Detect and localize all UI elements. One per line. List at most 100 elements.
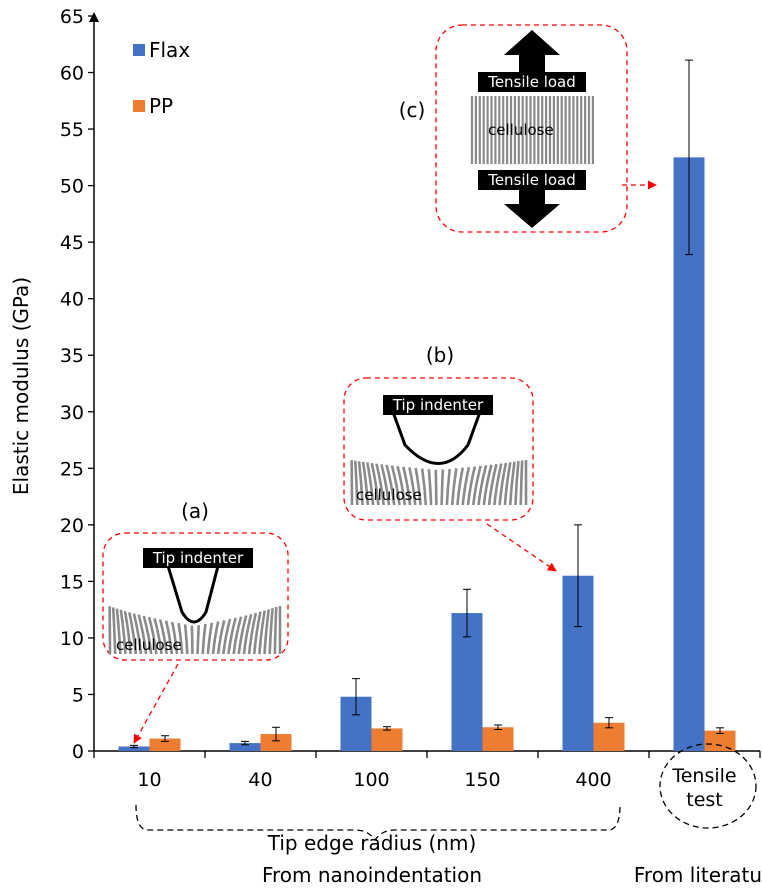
annotation-a-label: (a) (181, 499, 209, 523)
y-tick-label: 50 (60, 176, 84, 198)
fiber-line (390, 465, 401, 506)
annotation-c-material-label: cellulose (488, 121, 554, 139)
fiber-line (196, 625, 201, 655)
tensile-test-ellipse (659, 743, 757, 829)
annotation-b-indenter-tip (391, 411, 482, 465)
fiber-line (519, 460, 524, 506)
fiber-line (211, 621, 220, 655)
fiber-line (123, 610, 132, 655)
x-tick-label: 400 (575, 769, 611, 791)
legend-swatch-pp (133, 100, 145, 112)
bars (118, 157, 736, 751)
annotation-a: (a) Tip indenter cellulose (102, 499, 289, 744)
fiber-line (440, 469, 445, 506)
annotation-a-material-label: cellulose (116, 636, 182, 654)
legend-swatch-flax (133, 44, 145, 56)
annotation-a-indenter-box (143, 548, 253, 568)
annotation-c: (c) Tensile load cellulose Tensile load (399, 24, 657, 233)
y-tick-label: 35 (60, 345, 84, 367)
fiber-line (201, 623, 207, 655)
x-axis-title: Tip edge radius (nm) (267, 831, 477, 855)
bar-pp-1 (260, 734, 292, 751)
fiber-line (456, 467, 465, 506)
fiber-line (183, 624, 189, 655)
y-tick-label: 0 (72, 741, 84, 763)
fiber-line (466, 466, 477, 506)
fiber-line (353, 460, 359, 506)
fiber-line (137, 614, 148, 655)
annotation-b-indenter-box (383, 395, 493, 415)
fiber-line (247, 612, 258, 655)
fiber-line (498, 462, 508, 506)
annotation-b-cellulose-fibers (350, 460, 528, 506)
bar-flax-0 (118, 746, 150, 751)
annotation-b-material-label: cellulose (356, 486, 422, 504)
fiber-line (482, 464, 493, 506)
fiber-line (164, 620, 174, 655)
fiber-line (190, 625, 194, 655)
annotation-b-pointer (486, 523, 557, 572)
annotation-c-cellulose-fibers (470, 96, 595, 164)
fiber-line (375, 463, 385, 506)
y-tick-label: 30 (60, 402, 84, 424)
fiber-line (268, 608, 274, 655)
error-bars (130, 59, 724, 749)
fiber-line (396, 465, 407, 506)
fiber-line (402, 466, 412, 506)
fiber-line (273, 606, 278, 655)
y-tick-label: 25 (60, 458, 84, 480)
legend: Flax PP (133, 38, 190, 118)
y-tick-label: 40 (60, 289, 84, 311)
x-ticks: 10 40 100 150 400 Tensile test (93, 751, 761, 811)
annotation-b-label: (b) (426, 343, 454, 367)
fiber-line (119, 609, 127, 655)
fiber-line (232, 616, 243, 655)
fiber-line (503, 462, 512, 506)
fiber-line (115, 608, 122, 655)
y-tick-label: 20 (60, 515, 84, 537)
fiber-line (216, 619, 226, 655)
x-tick-label: 150 (464, 769, 500, 791)
fiber-line (385, 464, 396, 506)
fiber-line (370, 462, 380, 506)
y-tick-label: 65 (60, 6, 84, 28)
fiber-line (366, 462, 375, 506)
annotation-a-pointer (133, 663, 179, 744)
annotation-c-label: (c) (399, 98, 426, 122)
fiber-line (427, 469, 433, 506)
y-ticks: 0 5 10 15 20 25 30 35 40 45 50 55 60 65 (60, 6, 94, 763)
annotation-a-indenter-tip (166, 565, 220, 624)
annotation-c-load-bottom-box (478, 170, 586, 190)
fiber-line (508, 461, 516, 506)
fiber-line (461, 466, 471, 506)
fiber-line (263, 609, 271, 655)
annotation-c-frame (435, 24, 628, 233)
bar-pp-5 (704, 730, 736, 751)
annotation-c-load-top-label: Tensile load (487, 73, 576, 91)
fiber-line (420, 468, 428, 506)
y-tick-label: 10 (60, 628, 84, 650)
y-tick-label: 15 (60, 571, 84, 593)
fiber-line (111, 607, 117, 655)
bar-pp-2 (371, 728, 403, 751)
legend-label-flax: Flax (149, 38, 190, 62)
fiber-line (487, 463, 498, 506)
fiber-line (380, 464, 391, 506)
annotation-a-frame (102, 532, 289, 661)
nanoindentation-bracket (135, 804, 621, 842)
annotation-a-indenter-label: Tip indenter (152, 549, 244, 567)
x-tick-label: 10 (137, 769, 161, 791)
annotation-a-cellulose-fibers (108, 606, 282, 655)
y-axis-title: Elastic modulus (GPa) (9, 277, 33, 495)
fiber-line (471, 465, 482, 506)
fiber-line (177, 622, 184, 655)
x-tick-label: 100 (353, 769, 389, 791)
bar-pp-3 (482, 727, 514, 751)
fiber-line (357, 461, 364, 506)
fiber-line (258, 610, 266, 655)
x-group-label-nanoindentation: From nanoindentation (262, 863, 482, 887)
annotation-b-indenter-label: Tip indenter (392, 396, 484, 414)
fiber-line (170, 621, 179, 655)
y-axis-arrow (89, 12, 99, 22)
y-tick-label: 60 (60, 63, 84, 85)
